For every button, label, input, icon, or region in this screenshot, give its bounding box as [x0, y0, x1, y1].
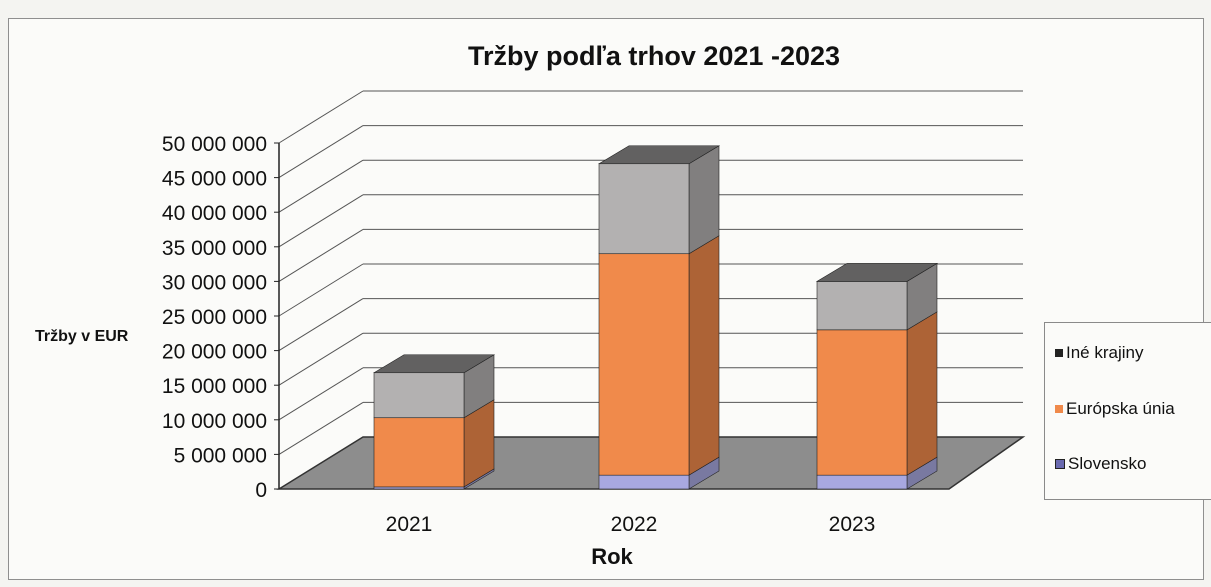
legend-label-ine-krajiny: Iné krajiny: [1066, 343, 1144, 362]
bar-segment-európska-únia-2021: [373, 399, 495, 488]
x-axis-label: Rok: [591, 544, 633, 569]
gridline-diagonal: [278, 194, 364, 248]
y-tick-label: 30 000 000: [162, 271, 267, 294]
chart-title: Tržby podľa trhov 2021 -2023: [468, 41, 840, 71]
y-tick-label: 25 000 000: [162, 306, 267, 329]
gridline-diagonal: [278, 228, 364, 282]
y-tick-label: 15 000 000: [162, 375, 267, 398]
gridline-diagonal: [278, 332, 364, 386]
bar-segment-iné-krajiny-2021: [373, 354, 495, 419]
bar-segment-európska-únia-2023: [816, 311, 938, 476]
gridline-diagonal: [278, 401, 364, 455]
bar-chart: 0 5 000 000 10 000 000 15 000 000 20 000 000…: [35, 41, 1026, 569]
y-tick-label: 20 000 000: [162, 341, 267, 364]
legend-item-slovensko: Slovensko: [1055, 454, 1146, 474]
gridline-diagonal: [278, 159, 364, 213]
legend-item-ine-krajiny: Iné krajiny: [1055, 343, 1143, 363]
bar-segment-iné-krajiny-2023: [816, 262, 938, 331]
y-tick-label: 5 000 000: [174, 444, 267, 467]
legend-swatch-slovensko: [1055, 458, 1065, 469]
legend-swatch-europska-unia: [1055, 404, 1063, 413]
bar-segment-európska-únia-2022: [598, 235, 720, 476]
bar-top-2021: [372, 354, 496, 374]
y-tick-label: 40 000 000: [162, 202, 267, 225]
y-tick-label: 50 000 000: [162, 133, 267, 156]
gridline-diagonal: [278, 263, 364, 317]
legend: Iné krajiny Európska únia Slovensko: [1044, 322, 1211, 500]
legend-label-europska-unia: Európska únia: [1066, 399, 1175, 418]
gridline-diagonal: [278, 298, 364, 352]
y-tick-label: 0: [255, 479, 267, 502]
gridline-diagonal: [278, 125, 364, 179]
legend-label-slovensko: Slovensko: [1068, 454, 1147, 473]
chart-frame: 0 5 000 000 10 000 000 15 000 000 20 000 000…: [8, 18, 1211, 580]
y-axis-label: Tržby v EUR: [35, 328, 129, 345]
gridline-diagonal: [278, 90, 364, 144]
y-tick-label: 10 000 000: [162, 410, 267, 433]
x-tick-label: 2021: [386, 513, 433, 536]
x-tick-label: 2022: [611, 513, 658, 536]
legend-item-europska-unia: Európska únia: [1055, 399, 1175, 419]
x-tick-label: 2023: [829, 513, 876, 536]
bar-top-2022: [597, 145, 721, 165]
gridline-diagonal: [278, 367, 364, 421]
bar-segment-slovensko-2023: [816, 456, 938, 490]
bar-top-2023: [815, 263, 939, 282]
y-tick-label: 45 000 000: [162, 168, 267, 191]
y-tick-label: 35 000 000: [162, 237, 267, 260]
legend-swatch-ine-krajiny: [1055, 348, 1063, 357]
bar-segment-iné-krajiny-2022: [598, 145, 720, 255]
